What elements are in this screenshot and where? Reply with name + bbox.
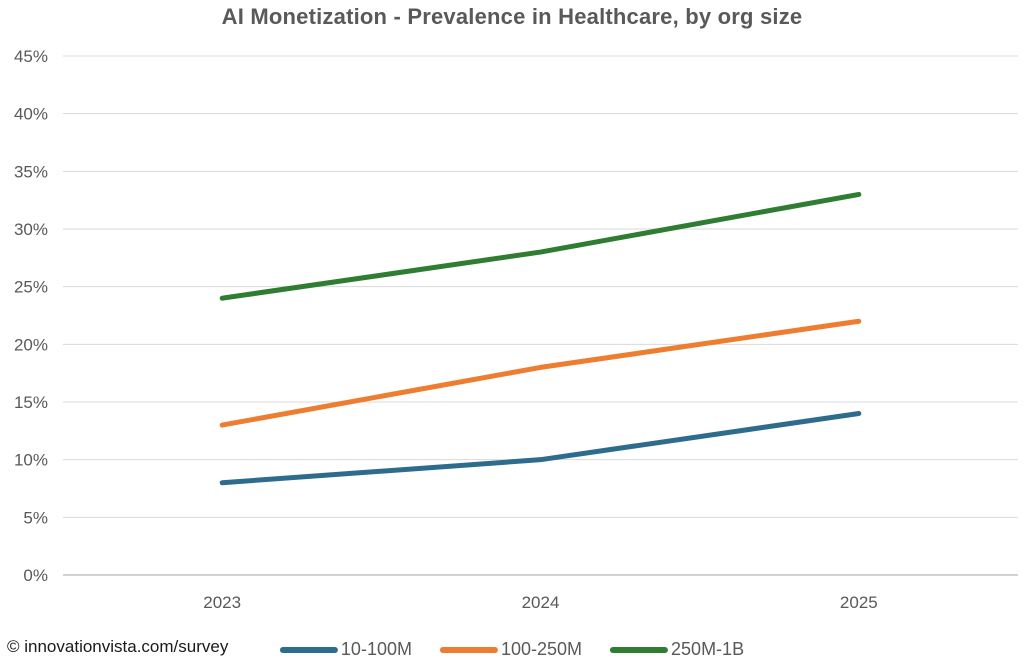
legend-label: 250M-1B <box>671 639 745 659</box>
series-line-100-250M <box>219 318 862 428</box>
x-tick-label: 2024 <box>522 593 560 612</box>
legend-item: 250M-1B <box>610 639 744 660</box>
legend-line-swatch <box>439 646 498 653</box>
chart-legend: 10-100M 100-250M 250M-1B <box>279 639 744 660</box>
y-tick-label: 0% <box>23 566 48 585</box>
y-tick-label: 35% <box>14 162 48 181</box>
chart-title: AI Monetization - Prevalence in Healthca… <box>221 4 803 29</box>
legend-label: 10-100M <box>340 639 412 659</box>
legend-item: 100-250M <box>439 639 583 660</box>
y-tick-label: 5% <box>23 508 48 527</box>
legend-item: 10-100M <box>279 639 412 660</box>
y-tick-label: 30% <box>14 220 48 239</box>
y-tick-label: 45% <box>14 47 48 66</box>
y-tick-label: 25% <box>14 278 48 297</box>
y-tick-label: 40% <box>14 105 48 124</box>
x-tick-label: 2025 <box>840 593 878 612</box>
y-tick-label: 20% <box>14 335 48 354</box>
series-line-10-100M <box>219 411 862 486</box>
series-line-250M-1B <box>219 191 862 301</box>
legend-line-swatch <box>610 646 669 653</box>
y-tick-label: 10% <box>14 451 48 470</box>
legend-line-swatch <box>279 646 338 653</box>
source-credit: © innovationvista.com/survey <box>7 637 229 656</box>
x-tick-label: 2023 <box>203 593 241 612</box>
y-tick-label: 15% <box>14 393 48 412</box>
legend-label: 100-250M <box>500 639 583 659</box>
